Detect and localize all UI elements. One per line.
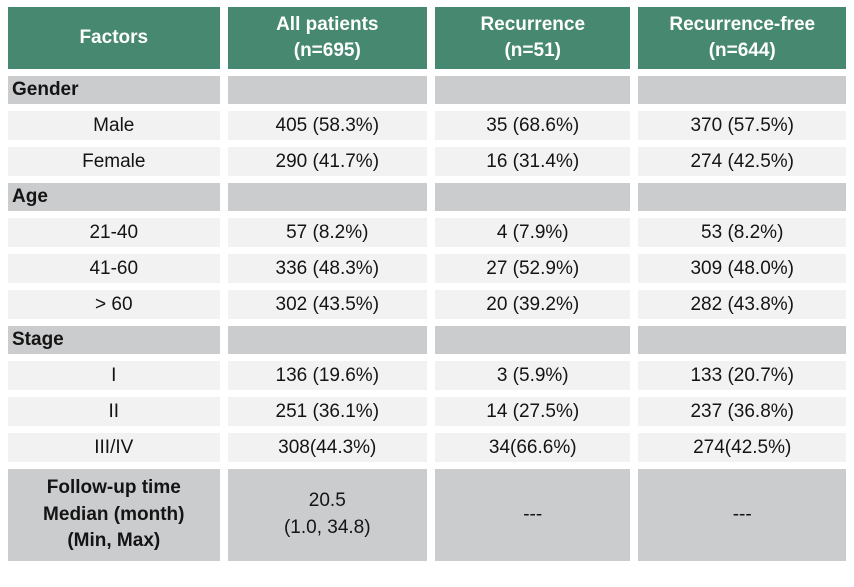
factor-cell: I <box>8 361 220 390</box>
section-empty-cell <box>638 326 846 354</box>
section-empty-cell <box>638 76 846 104</box>
data-row-stage-3-4: III/IV 308(44.3%) 34(66.6%) 274(42.5%) <box>8 433 846 462</box>
section-empty-cell <box>227 76 428 104</box>
value-cell-all-patients: 251 (36.1%) <box>227 397 428 426</box>
data-row-female: Female 290 (41.7%) 16 (31.4%) 274 (42.5%… <box>8 147 846 176</box>
section-label: Gender <box>8 76 220 104</box>
factor-cell: > 60 <box>8 290 220 319</box>
header-cell-factors: Factors <box>8 7 220 69</box>
data-row-age-over-60: > 60 302 (43.5%) 20 (39.2%) 282 (43.8%) <box>8 290 846 319</box>
value-cell-recurrence: 35 (68.6%) <box>435 111 631 140</box>
patient-characteristics-table: Factors All patients (n=695) Recurrence … <box>8 7 846 561</box>
footer-label: Follow-up time Median (month) (Min, Max) <box>8 469 220 561</box>
section-label: Age <box>8 183 220 211</box>
value-cell-all-patients: 302 (43.5%) <box>227 290 428 319</box>
value-cell-recurrence-free: 53 (8.2%) <box>638 218 846 247</box>
table-header-row: Factors All patients (n=695) Recurrence … <box>8 7 846 69</box>
data-row-stage-2: II 251 (36.1%) 14 (27.5%) 237 (36.8%) <box>8 397 846 426</box>
header-cell-recurrence-free: Recurrence-free (n=644) <box>638 7 846 69</box>
value-cell-recurrence-free: 237 (36.8%) <box>638 397 846 426</box>
value-cell-recurrence: 14 (27.5%) <box>435 397 631 426</box>
footer-value-all-patients: 20.5 (1.0, 34.8) <box>227 469 428 561</box>
value-cell-recurrence-free: 282 (43.8%) <box>638 290 846 319</box>
value-cell-all-patients: 336 (48.3%) <box>227 254 428 283</box>
section-empty-cell <box>435 326 631 354</box>
section-row-age: Age <box>8 183 846 211</box>
footer-value-recurrence-free: --- <box>638 469 846 561</box>
data-row-age-41-60: 41-60 336 (48.3%) 27 (52.9%) 309 (48.0%) <box>8 254 846 283</box>
header-cell-recurrence: Recurrence (n=51) <box>435 7 631 69</box>
section-empty-cell <box>435 76 631 104</box>
value-cell-all-patients: 405 (58.3%) <box>227 111 428 140</box>
value-cell-recurrence: 3 (5.9%) <box>435 361 631 390</box>
value-cell-recurrence-free: 370 (57.5%) <box>638 111 846 140</box>
section-row-gender: Gender <box>8 76 846 104</box>
factor-cell: III/IV <box>8 433 220 462</box>
value-cell-recurrence: 16 (31.4%) <box>435 147 631 176</box>
value-cell-recurrence-free: 309 (48.0%) <box>638 254 846 283</box>
section-empty-cell <box>227 183 428 211</box>
value-cell-recurrence: 4 (7.9%) <box>435 218 631 247</box>
value-cell-recurrence: 34(66.6%) <box>435 433 631 462</box>
value-cell-all-patients: 290 (41.7%) <box>227 147 428 176</box>
value-cell-all-patients: 136 (19.6%) <box>227 361 428 390</box>
section-row-stage: Stage <box>8 326 846 354</box>
factor-cell: II <box>8 397 220 426</box>
header-cell-all-patients: All patients (n=695) <box>227 7 428 69</box>
value-cell-recurrence: 27 (52.9%) <box>435 254 631 283</box>
section-label: Stage <box>8 326 220 354</box>
data-row-age-21-40: 21-40 57 (8.2%) 4 (7.9%) 53 (8.2%) <box>8 218 846 247</box>
value-cell-recurrence-free: 274 (42.5%) <box>638 147 846 176</box>
factor-cell: Female <box>8 147 220 176</box>
footer-row-follow-up: Follow-up time Median (month) (Min, Max)… <box>8 469 846 561</box>
data-row-stage-1: I 136 (19.6%) 3 (5.9%) 133 (20.7%) <box>8 361 846 390</box>
value-cell-recurrence: 20 (39.2%) <box>435 290 631 319</box>
factor-cell: 21-40 <box>8 218 220 247</box>
factor-cell: 41-60 <box>8 254 220 283</box>
value-cell-all-patients: 57 (8.2%) <box>227 218 428 247</box>
footer-value-recurrence: --- <box>435 469 631 561</box>
value-cell-recurrence-free: 133 (20.7%) <box>638 361 846 390</box>
section-empty-cell <box>638 183 846 211</box>
section-empty-cell <box>227 326 428 354</box>
value-cell-recurrence-free: 274(42.5%) <box>638 433 846 462</box>
value-cell-all-patients: 308(44.3%) <box>227 433 428 462</box>
data-row-male: Male 405 (58.3%) 35 (68.6%) 370 (57.5%) <box>8 111 846 140</box>
factor-cell: Male <box>8 111 220 140</box>
section-empty-cell <box>435 183 631 211</box>
